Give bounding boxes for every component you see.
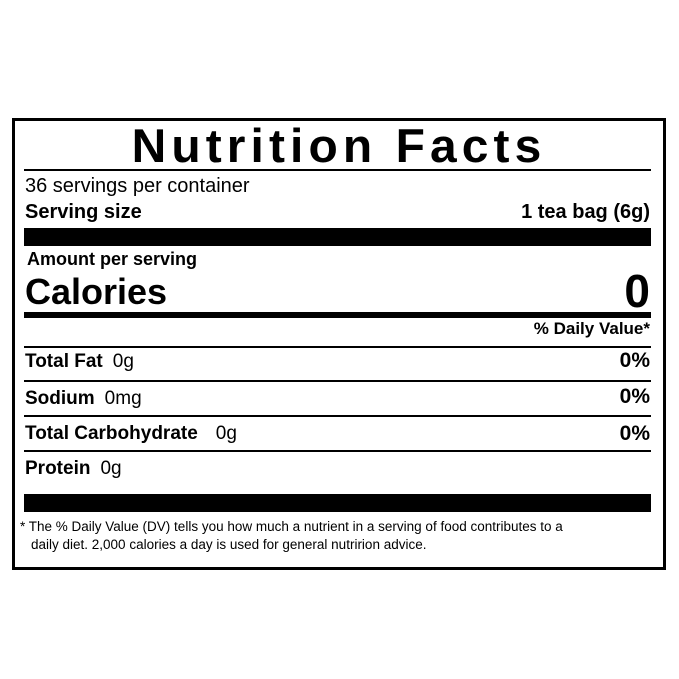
divider-thin (24, 415, 651, 417)
nutrient-dv: 0% (619, 349, 650, 372)
nutrition-label-frame (12, 118, 666, 570)
nutrient-row-protein: Protein 0g (25, 458, 122, 480)
nutrient-amount: 0g (215, 423, 237, 444)
nutrient-name: Sodium (25, 388, 95, 409)
amount-per-serving: Amount per serving (27, 249, 198, 269)
footnote-line-1: * The % Daily Value (DV) tells you how m… (20, 519, 563, 534)
footnote-line-2: daily diet. 2,000 calories a day is used… (31, 537, 427, 552)
divider-thin (24, 346, 651, 348)
nutrient-dv: 0% (619, 422, 650, 445)
calories-value: 0 (624, 265, 650, 317)
calories-label: Calories (25, 271, 168, 312)
nutrient-amount: 0g (100, 458, 122, 479)
label-title: Nutrition Facts (131, 119, 547, 172)
nutrient-dv: 0% (619, 385, 650, 408)
divider-thick (24, 228, 651, 246)
divider-thin (24, 169, 651, 171)
serving-size-label: Serving size (25, 201, 142, 223)
divider-medium (24, 312, 651, 318)
nutrient-name: Total Fat (25, 351, 103, 372)
nutrient-amount: 0mg (104, 388, 142, 409)
serving-size-value: 1 tea bag (6g) (521, 201, 650, 223)
nutrient-name: Total Carbohydrate (25, 423, 198, 444)
nutrient-name: Protein (25, 458, 91, 479)
nutrient-row-total-fat: Total Fat 0g (25, 351, 134, 373)
divider-thin (24, 380, 651, 382)
nutrient-row-sodium: Sodium 0mg (25, 388, 142, 410)
servings-per-container: 36 servings per container (25, 175, 250, 197)
divider-thin (24, 450, 651, 452)
divider-thick (24, 494, 651, 512)
nutrient-row-total-carbohydrate: Total Carbohydrate 0g (25, 423, 237, 445)
nutrient-amount: 0g (112, 351, 134, 372)
daily-value-header: % Daily Value* (533, 319, 650, 338)
